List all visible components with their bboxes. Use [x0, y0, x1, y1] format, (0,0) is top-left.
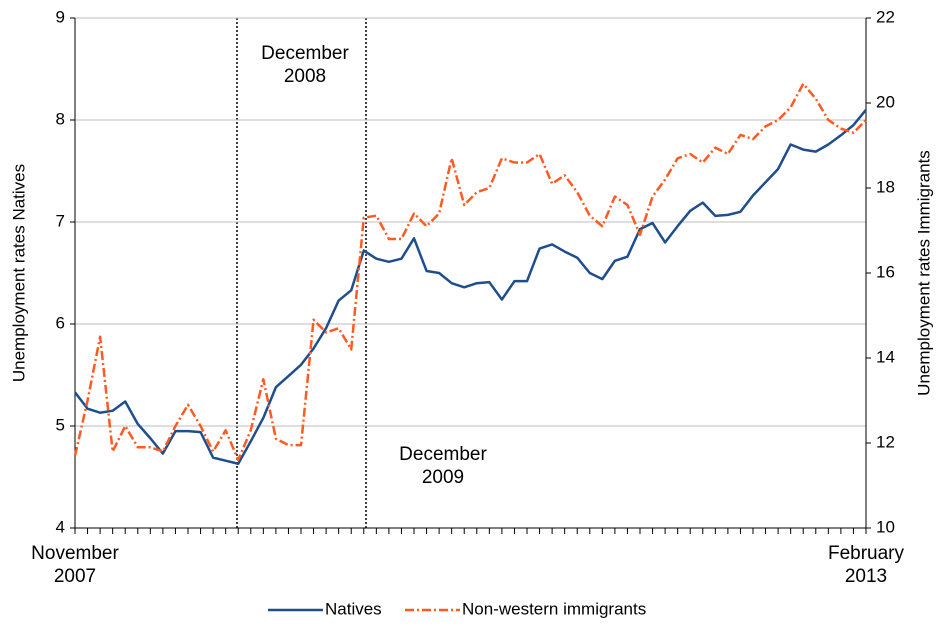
y-tick-label: 5 — [56, 415, 65, 434]
legend-label: Natives — [325, 599, 382, 618]
y-tick-label: 4 — [56, 517, 65, 536]
legend-label: Non-western immigrants — [462, 599, 646, 618]
y2-tick-label: 18 — [876, 177, 895, 196]
y2-tick-label: 10 — [876, 517, 895, 536]
y2-tick-label: 20 — [876, 92, 895, 111]
y2-tick-label: 16 — [876, 262, 895, 281]
y-axis-title: Unemployment rates Natives — [9, 164, 28, 382]
y-tick-label: 7 — [56, 211, 65, 230]
x-tick-label: November 2007 — [31, 543, 119, 587]
x-tick-label: February 2013 — [827, 543, 905, 587]
annotation: December 2009 — [399, 444, 487, 488]
series-line — [73, 82, 867, 462]
y2-tick-label: 12 — [876, 432, 895, 451]
y2-tick-label: 14 — [876, 347, 895, 366]
series-line — [74, 109, 867, 465]
y2-axis-title: Unemployment rates Immigrants — [914, 150, 933, 396]
annotation: December 2008 — [261, 43, 349, 87]
y-tick-label: 6 — [56, 313, 65, 332]
y2-tick-label: 22 — [876, 7, 895, 26]
y-tick-label: 8 — [56, 109, 65, 128]
y-tick-label: 9 — [56, 7, 65, 26]
